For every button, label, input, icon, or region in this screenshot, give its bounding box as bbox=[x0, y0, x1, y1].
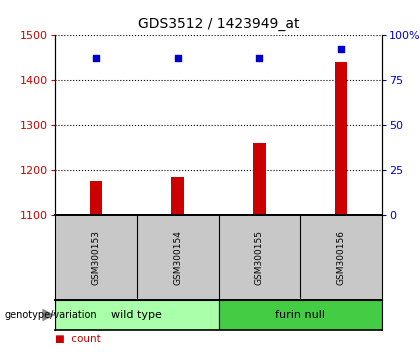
Bar bbox=[253, 143, 265, 215]
Text: GSM300153: GSM300153 bbox=[92, 230, 100, 285]
Point bbox=[338, 47, 344, 52]
Bar bbox=[55, 300, 218, 330]
Point bbox=[92, 56, 99, 61]
Point bbox=[256, 56, 263, 61]
Text: GSM300154: GSM300154 bbox=[173, 230, 182, 285]
Text: ■  count: ■ count bbox=[55, 333, 101, 343]
Text: GSM300156: GSM300156 bbox=[336, 230, 346, 285]
Text: wild type: wild type bbox=[111, 310, 162, 320]
Bar bbox=[90, 181, 102, 215]
Text: genotype/variation: genotype/variation bbox=[4, 310, 97, 320]
Bar bbox=[335, 62, 347, 215]
Point bbox=[174, 56, 181, 61]
Bar bbox=[171, 177, 184, 215]
Text: furin null: furin null bbox=[275, 310, 325, 320]
Bar bbox=[218, 300, 382, 330]
Polygon shape bbox=[42, 309, 55, 321]
Text: GSM300155: GSM300155 bbox=[255, 230, 264, 285]
Title: GDS3512 / 1423949_at: GDS3512 / 1423949_at bbox=[138, 17, 299, 31]
